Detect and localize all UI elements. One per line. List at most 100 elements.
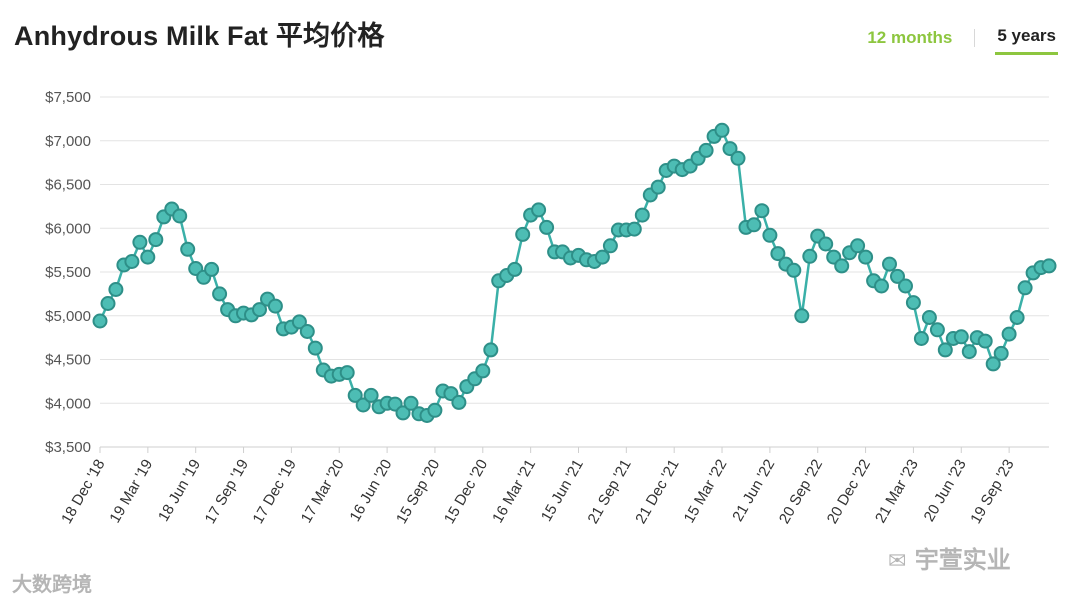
series-line — [98, 129, 1050, 417]
y-tick-label: $7,500 — [45, 89, 91, 106]
data-point[interactable] — [427, 402, 443, 418]
data-point[interactable] — [1017, 280, 1033, 296]
data-point[interactable] — [977, 333, 993, 349]
data-point[interactable] — [403, 395, 419, 411]
data-point[interactable] — [339, 365, 355, 381]
y-tick-label: $5,500 — [45, 264, 91, 281]
y-tick-label: $3,500 — [45, 439, 91, 456]
data-point[interactable] — [834, 258, 850, 274]
data-point[interactable] — [602, 238, 618, 254]
range-tabs: 12 months 5 years — [865, 26, 1058, 55]
tab-5-years[interactable]: 5 years — [995, 26, 1058, 55]
x-tick-label: 19 Mar '19 — [106, 457, 156, 526]
y-axis-labels: $3,500 $4,000 $4,500 $5,000 $5,500 $6,000 $6,5… — [45, 89, 91, 456]
data-point[interactable] — [140, 249, 156, 265]
data-point[interactable] — [905, 295, 921, 311]
data-point[interactable] — [531, 202, 547, 218]
data-point[interactable] — [802, 248, 818, 264]
data-point[interactable] — [395, 405, 411, 421]
data-point[interactable] — [1009, 310, 1025, 325]
data-point[interactable] — [754, 203, 770, 219]
data-point[interactable] — [953, 329, 969, 345]
data-point[interactable] — [929, 322, 945, 338]
data-point[interactable] — [212, 286, 228, 302]
data-point[interactable] — [626, 221, 642, 237]
data-point[interactable] — [818, 236, 834, 252]
data-point[interactable] — [874, 278, 889, 294]
watermark-right-text: 宇萱实业 — [914, 546, 1011, 574]
data-point[interactable] — [850, 238, 866, 254]
grid-lines — [100, 96, 1049, 448]
data-point[interactable] — [451, 394, 467, 410]
data-point[interactable] — [515, 226, 531, 242]
data-point[interactable] — [539, 219, 555, 235]
watermark-right: ✉ 宇萱实业 — [888, 540, 1011, 575]
data-point[interactable] — [746, 217, 762, 233]
data-point[interactable] — [890, 268, 905, 284]
data-point[interactable] — [921, 310, 937, 325]
data-point[interactable] — [993, 345, 1009, 361]
y-tick-label: $7,000 — [45, 133, 91, 150]
x-tick-label: 20 Jun '23 — [921, 457, 970, 525]
data-point[interactable] — [858, 249, 874, 265]
watermark-left: 大数跨境 — [12, 568, 92, 597]
x-tick-label: 17 Sep '19 — [202, 457, 252, 527]
tab-12-months[interactable]: 12 months — [867, 27, 953, 47]
data-point[interactable] — [898, 278, 913, 294]
data-point[interactable] — [594, 249, 610, 265]
data-point[interactable] — [722, 141, 738, 157]
data-point[interactable] — [172, 208, 188, 224]
x-tick-label: 16 Jun '20 — [346, 457, 395, 525]
data-point[interactable] — [483, 342, 499, 358]
data-point[interactable] — [291, 314, 307, 330]
y-tick-label: $6,000 — [45, 220, 91, 237]
data-point[interactable] — [347, 387, 363, 403]
data-point[interactable] — [252, 302, 267, 318]
data-point[interactable] — [100, 296, 116, 311]
data-point[interactable] — [108, 282, 124, 297]
data-point[interactable] — [698, 142, 714, 158]
data-point[interactable] — [714, 122, 730, 138]
y-tick-label: $5,000 — [45, 308, 91, 325]
x-tick-label: 21 Sep '21 — [584, 457, 634, 527]
data-point[interactable] — [299, 324, 315, 339]
data-point[interactable] — [124, 254, 140, 269]
data-point[interactable] — [770, 246, 786, 262]
data-point[interactable] — [961, 344, 977, 360]
series-line-layer — [98, 129, 1050, 417]
data-point[interactable] — [363, 387, 379, 403]
data-point[interactable] — [475, 363, 491, 379]
data-point[interactable] — [786, 262, 802, 278]
data-point[interactable] — [92, 313, 108, 329]
data-point[interactable] — [180, 241, 196, 257]
data-point[interactable] — [1041, 258, 1057, 274]
data-point[interactable] — [794, 308, 810, 324]
data-point[interactable] — [937, 342, 953, 358]
data-point[interactable] — [307, 340, 323, 356]
data-point[interactable] — [913, 331, 929, 346]
data-point[interactable] — [507, 261, 523, 277]
data-point[interactable] — [355, 397, 371, 413]
data-point[interactable] — [882, 256, 897, 272]
data-point[interactable] — [204, 261, 220, 277]
data-point[interactable] — [132, 234, 148, 250]
x-tick-label: 21 Mar '23 — [872, 457, 922, 526]
data-point[interactable] — [148, 232, 164, 248]
x-tick-label: 18 Dec '18 — [58, 457, 108, 527]
data-point[interactable] — [650, 179, 666, 195]
x-tick-label: 17 Dec '19 — [250, 457, 300, 527]
data-point[interactable] — [762, 227, 778, 243]
wechat-icon: ✉ — [888, 549, 907, 574]
data-point[interactable] — [1001, 326, 1017, 342]
data-points — [92, 122, 1057, 423]
watermark-left-text: 大数跨境 — [12, 572, 92, 596]
data-point[interactable] — [634, 207, 650, 223]
data-point[interactable] — [730, 150, 746, 166]
data-point[interactable] — [267, 298, 283, 314]
x-tick-label: 21 Dec '21 — [632, 457, 682, 527]
tab-divider — [974, 28, 976, 47]
x-tick-label: 20 Sep '22 — [776, 457, 826, 527]
x-tick-label: 15 Jun '21 — [538, 457, 587, 525]
data-point[interactable] — [985, 356, 1001, 372]
